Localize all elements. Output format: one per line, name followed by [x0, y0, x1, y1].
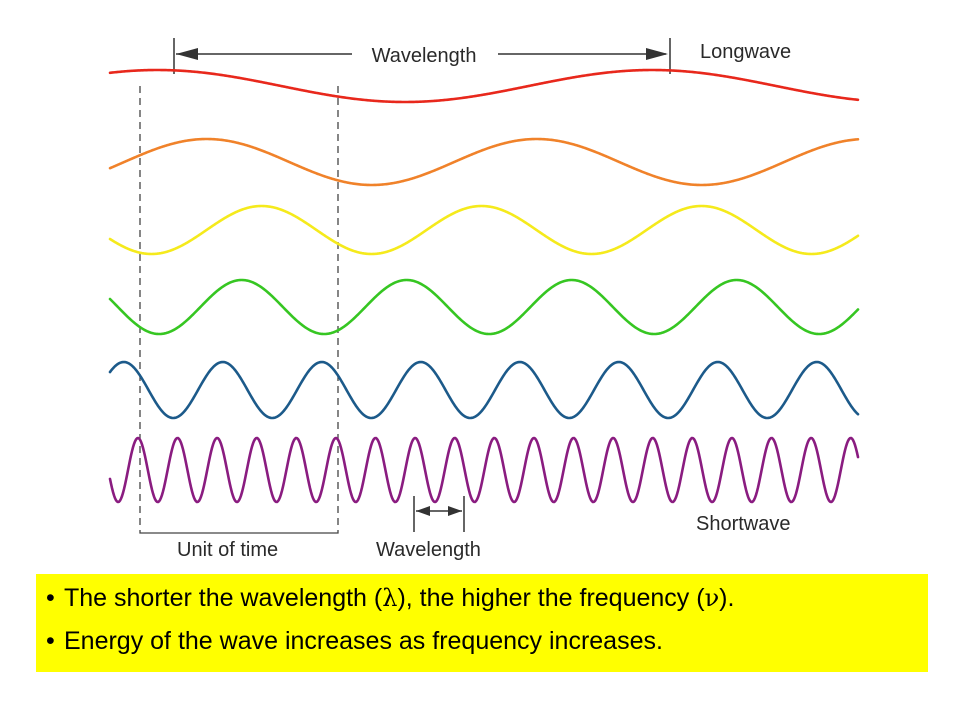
unit-bracket [139, 530, 339, 534]
shortwave-label: Shortwave [696, 513, 791, 535]
bullet-dot-1: • [46, 584, 55, 612]
red-wave [108, 68, 860, 104]
caption-line-1-middle: ), the higher the frequency ( [397, 584, 705, 612]
caption-box: • The shorter the wavelength (λ), the hig… [36, 574, 928, 672]
caption-line-2-text: Energy of the wave increases as frequenc… [64, 627, 663, 655]
orange-wave [108, 137, 860, 187]
bottom-arrowhead-left [416, 506, 430, 516]
caption-line-1: • The shorter the wavelength (λ), the hig… [46, 584, 928, 613]
nu-symbol: ν [704, 584, 720, 612]
yellow-wave [108, 204, 860, 256]
bottom-wavelength-label: Wavelength [376, 539, 481, 561]
purple-wave [108, 436, 860, 504]
unit-of-time-label: Unit of time [177, 539, 278, 561]
lambda-symbol: λ [382, 584, 398, 612]
blue-wave [108, 360, 860, 420]
caption-line-1-before: The shorter the wavelength ( [64, 584, 383, 612]
bottom-arrowhead-right [448, 506, 462, 516]
bullet-dot-2: • [46, 627, 55, 655]
top-wavelength-label: Wavelength [372, 45, 477, 67]
longwave-label: Longwave [700, 41, 791, 63]
caption-line-1-after: ). [719, 584, 735, 612]
waves-group [108, 68, 860, 504]
top-arrowhead-right [646, 48, 668, 60]
top-arrowhead-left [176, 48, 198, 60]
green-wave [108, 278, 860, 336]
caption-line-2: • Energy of the wave increases as frequen… [46, 627, 928, 656]
